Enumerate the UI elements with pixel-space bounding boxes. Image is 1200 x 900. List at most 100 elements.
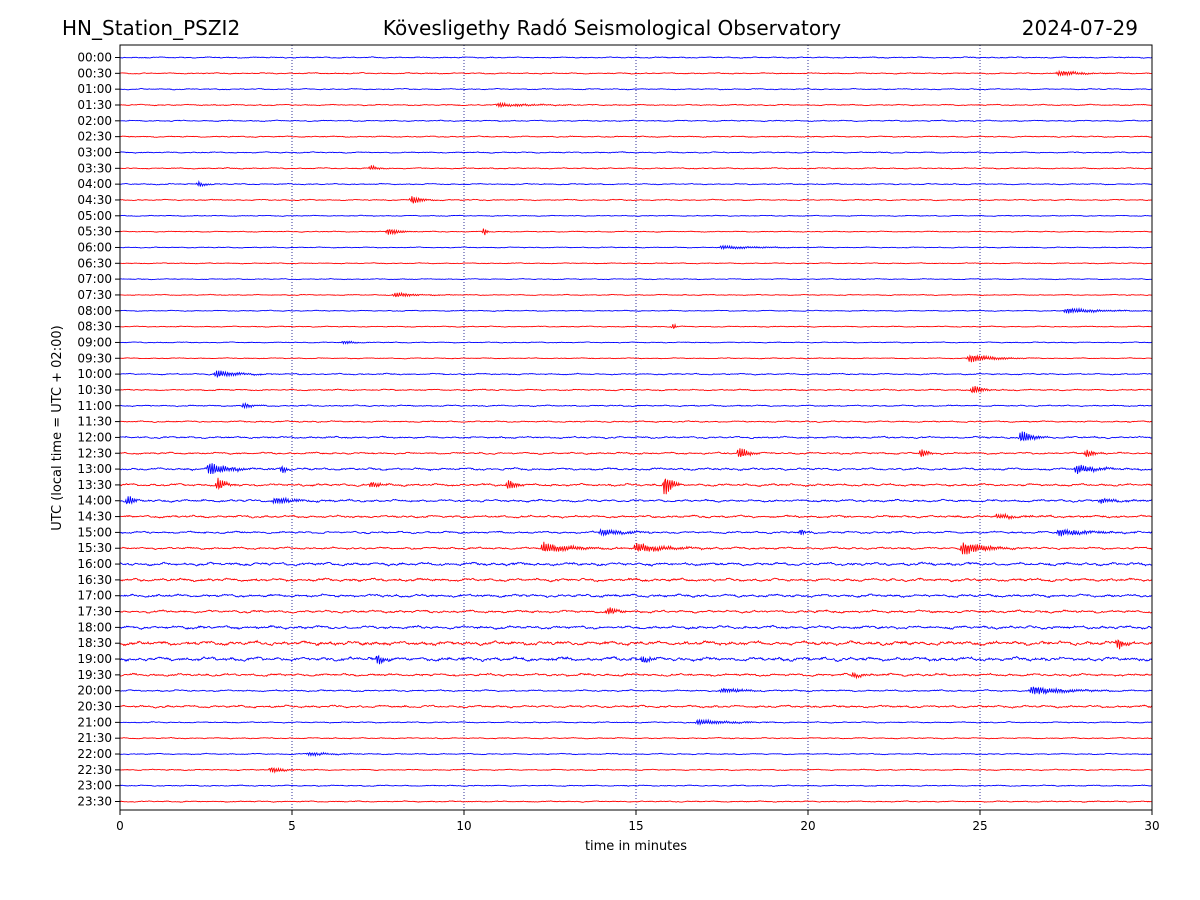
trace-0030 — [119, 69, 1153, 77]
x-tick-label: 20 — [800, 819, 815, 833]
trace-2200 — [119, 751, 1153, 758]
y-tick-label: 14:00 — [77, 494, 112, 508]
y-tick-label: 10:30 — [77, 383, 112, 397]
y-tick-label: 22:30 — [77, 763, 112, 777]
x-tick-label: 25 — [972, 819, 987, 833]
trace-0200 — [119, 119, 1153, 123]
x-tick-label: 30 — [1144, 819, 1159, 833]
trace-0230 — [119, 135, 1153, 138]
trace-1030 — [119, 385, 1153, 394]
x-axis-ticks: 0 5 10 15 20 25 30 — [116, 810, 1160, 833]
y-tick-label: 19:30 — [77, 668, 112, 682]
y-tick-label: 19:00 — [77, 652, 112, 666]
trace-0900 — [119, 340, 1153, 345]
y-axis-label: UTC (local time = UTC + 02:00) — [50, 325, 65, 530]
trace-2230 — [119, 767, 1153, 774]
trace-0530 — [119, 228, 1153, 236]
y-tick-label: 10:00 — [77, 367, 112, 381]
trace-2030 — [119, 704, 1153, 709]
trace-1800 — [119, 624, 1153, 631]
y-tick-label: 12:30 — [77, 446, 112, 460]
trace-1330 — [119, 477, 1153, 495]
trace-1100 — [119, 402, 1153, 410]
trace-0630 — [119, 262, 1153, 265]
y-tick-label: 06:30 — [77, 256, 112, 270]
trace-0330 — [119, 164, 1153, 171]
y-tick-label: 09:00 — [77, 335, 112, 349]
y-tick-label: 16:00 — [77, 557, 112, 571]
y-tick-label: 05:30 — [77, 225, 112, 239]
y-tick-label: 00:00 — [77, 51, 112, 65]
trace-1430 — [119, 512, 1153, 521]
trace-1700 — [119, 593, 1153, 599]
trace-2000 — [119, 686, 1153, 695]
trace-0100 — [119, 87, 1153, 91]
date-label: 2024-07-29 — [1022, 16, 1138, 40]
y-tick-label: 08:30 — [77, 320, 112, 334]
trace-2130 — [119, 736, 1153, 740]
trace-0130 — [119, 101, 1153, 109]
y-tick-label: 17:00 — [77, 589, 112, 603]
trace-1900 — [119, 654, 1153, 665]
trace-1230 — [119, 448, 1153, 458]
y-tick-label: 12:00 — [77, 430, 112, 444]
trace-0800 — [119, 307, 1153, 314]
y-tick-label: 07:30 — [77, 288, 112, 302]
y-tick-label: 20:00 — [77, 684, 112, 698]
y-tick-label: 15:00 — [77, 525, 112, 539]
trace-1730 — [119, 607, 1153, 615]
trace-0930 — [119, 354, 1153, 363]
trace-1200 — [119, 431, 1153, 442]
y-tick-label: 22:00 — [77, 747, 112, 761]
x-tick-label: 0 — [116, 819, 124, 833]
y-tick-label: 04:30 — [77, 193, 112, 207]
y-tick-label: 23:00 — [77, 779, 112, 793]
y-tick-label: 21:00 — [77, 715, 112, 729]
y-tick-label: 06:00 — [77, 240, 112, 254]
trace-0300 — [119, 151, 1153, 154]
y-tick-label: 20:30 — [77, 700, 112, 714]
trace-1300 — [119, 463, 1153, 475]
y-tick-label: 03:30 — [77, 161, 112, 175]
trace-0730 — [119, 291, 1153, 298]
trace-1000 — [119, 370, 1153, 379]
trace-0000 — [119, 56, 1153, 59]
plot-frame — [119, 44, 1153, 811]
trace-1500 — [119, 528, 1153, 537]
trace-1600 — [119, 561, 1153, 567]
y-tick-label: 21:30 — [77, 731, 112, 745]
y-tick-label: 01:30 — [77, 98, 112, 112]
y-tick-label: 18:00 — [77, 620, 112, 634]
plot-area — [120, 45, 1152, 810]
trace-1130 — [119, 420, 1153, 424]
y-tick-label: 02:30 — [77, 130, 112, 144]
y-tick-label: 09:30 — [77, 351, 112, 365]
y-tick-label: 02:00 — [77, 114, 112, 128]
x-tick-label: 15 — [628, 819, 643, 833]
y-tick-label: 05:00 — [77, 209, 112, 223]
y-tick-label: 17:30 — [77, 605, 112, 619]
trace-0400 — [119, 180, 1153, 188]
y-tick-label: 23:30 — [77, 795, 112, 809]
trace-1530 — [119, 541, 1153, 555]
y-tick-label: 03:00 — [77, 145, 112, 159]
trace-1830 — [119, 639, 1153, 650]
trace-1930 — [119, 671, 1153, 680]
trace-1630 — [119, 577, 1153, 583]
y-tick-label: 08:00 — [77, 304, 112, 318]
y-tick-label: 04:00 — [77, 177, 112, 191]
trace-0500 — [119, 214, 1153, 217]
trace-2300 — [119, 784, 1153, 787]
x-tick-label: 5 — [288, 819, 296, 833]
trace-0430 — [119, 196, 1153, 204]
y-tick-label: 01:00 — [77, 82, 112, 96]
y-tick-label: 11:00 — [77, 399, 112, 413]
y-tick-label: 16:30 — [77, 573, 112, 587]
trace-0830 — [119, 323, 1153, 330]
chart-title: Kövesligethy Radó Seismological Observat… — [383, 16, 841, 40]
y-tick-label: 14:30 — [77, 510, 112, 524]
y-tick-label: 15:30 — [77, 541, 112, 555]
trace-0700 — [119, 278, 1153, 281]
